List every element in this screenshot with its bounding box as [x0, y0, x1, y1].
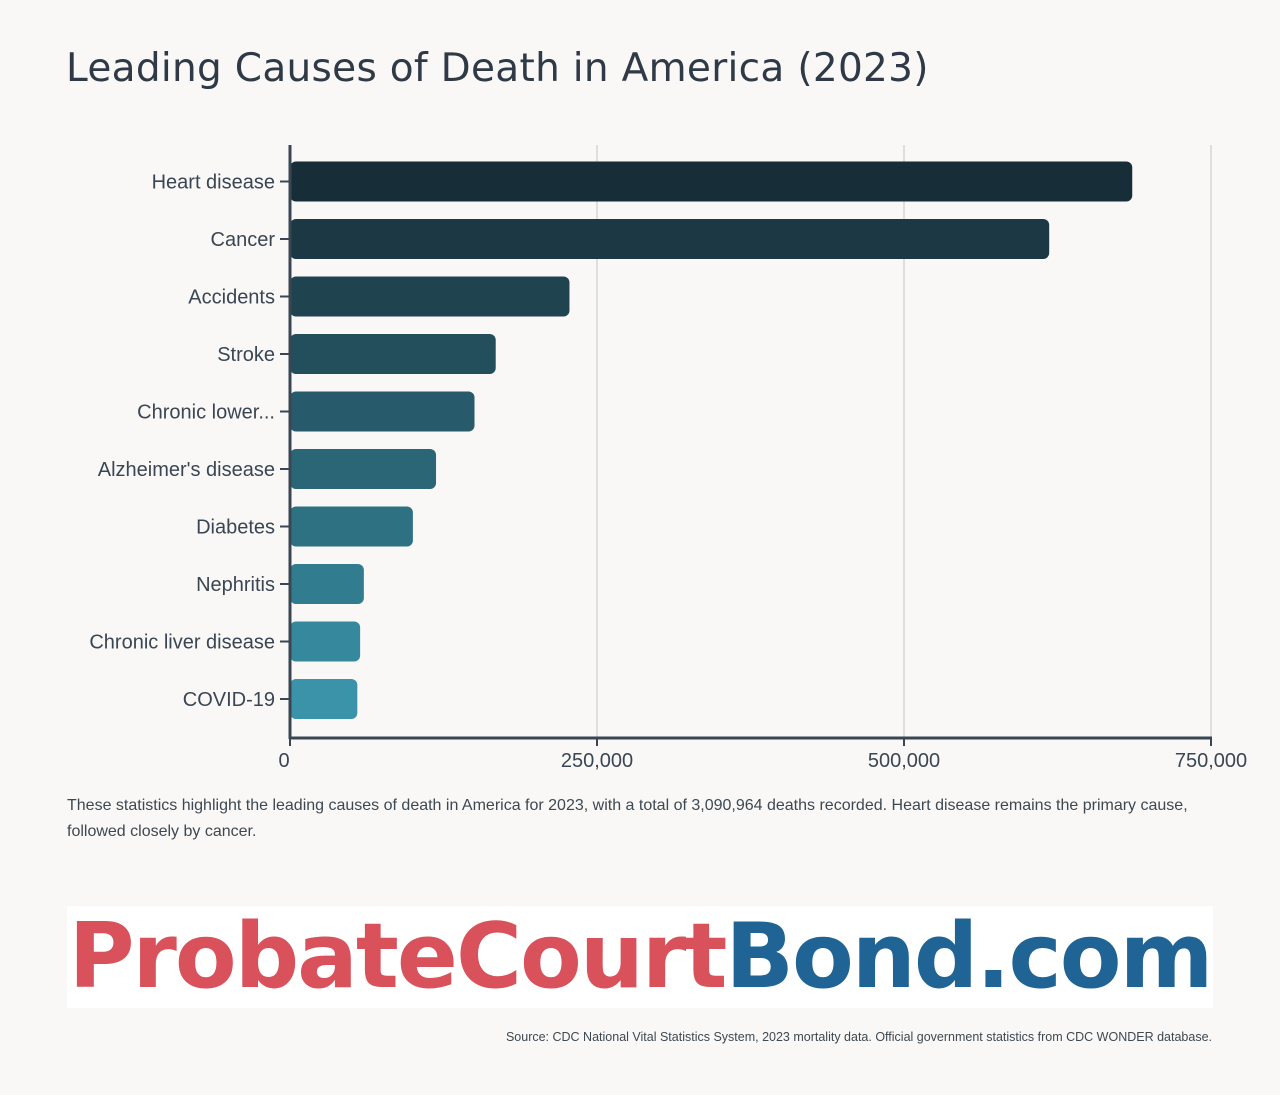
category-label: Heart disease [152, 172, 275, 194]
chart-title: Leading Causes of Death in America (2023… [66, 46, 929, 91]
bar [290, 276, 570, 317]
category-label: Cancer [211, 229, 276, 251]
bar [290, 564, 364, 604]
x-tick-label: 0 [278, 750, 289, 772]
bar [290, 391, 475, 432]
category-label: Nephritis [196, 574, 275, 596]
bar [290, 334, 496, 374]
category-label: Diabetes [196, 517, 275, 539]
x-tick-label: 250,000 [561, 750, 633, 772]
category-label: COVID-19 [183, 689, 275, 711]
bar [290, 161, 1133, 202]
chart-description: These statistics highlight the leading c… [67, 797, 1188, 840]
category-label: Accidents [188, 287, 275, 309]
category-label: Chronic lower... [137, 402, 275, 424]
bar [290, 506, 413, 547]
bar [290, 219, 1050, 259]
logo-text-blue: Bond.com [725, 904, 1213, 1009]
logo-text: ProbateCourtBond.com [69, 912, 1214, 1002]
bar [290, 679, 358, 719]
category-label: Alzheimer's disease [98, 459, 275, 481]
bar [290, 449, 437, 489]
x-tick-label: 500,000 [868, 750, 940, 772]
logo-text-red: ProbateCourt [68, 904, 728, 1009]
bar-chart: 0 250,000 500,000 750,000 Heart disease Cance… [89, 145, 1247, 773]
bar [290, 621, 361, 662]
source-note: Source: CDC National Vital Statistics Sy… [505, 1030, 1212, 1044]
x-tick-label: 750,000 [1175, 750, 1247, 772]
category-label: Chronic liver disease [89, 632, 275, 654]
label-layer: 0 250,000 500,000 750,000 Heart disease Cance… [89, 172, 1247, 773]
axis-layer [280, 145, 1212, 746]
category-label: Stroke [217, 344, 275, 366]
bar-layer [290, 161, 1133, 719]
brand-logo[interactable]: ProbateCourtBond.com [67, 906, 1213, 1008]
